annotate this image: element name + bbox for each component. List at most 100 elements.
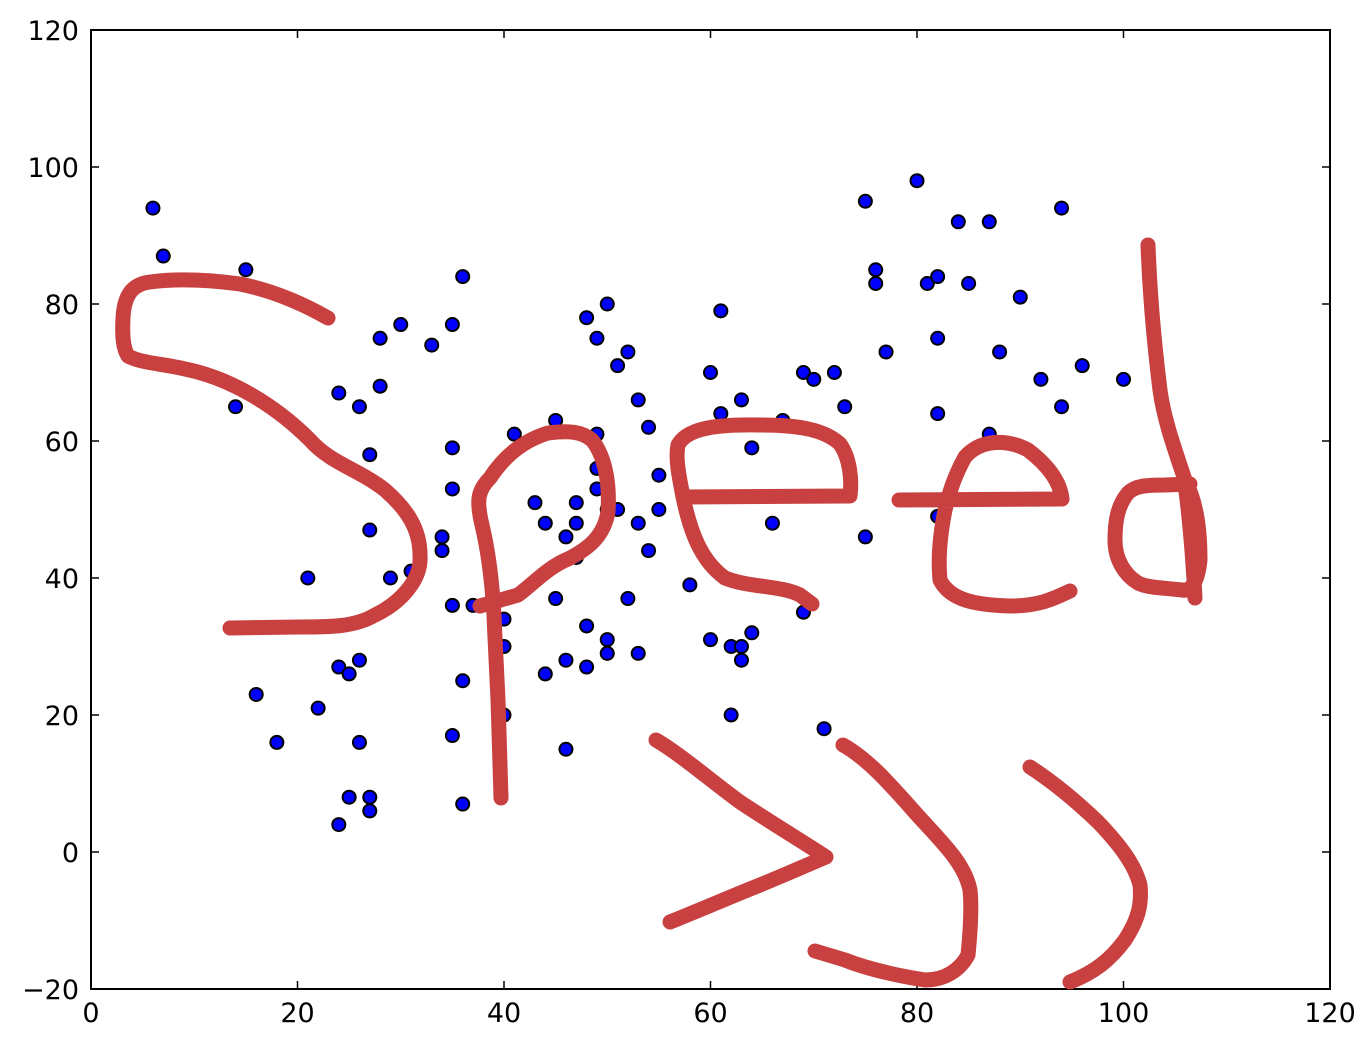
data-point-80 [723,707,739,723]
data-point-98 [878,344,894,360]
data-point-113 [1054,399,1070,415]
data-point-99 [909,173,925,189]
data-point-16 [362,447,378,463]
data-point-25 [424,337,440,353]
chevron-3-stroke [1022,759,1148,990]
x-tick-label-0: 0 [82,998,99,1029]
data-point-42 [537,515,553,531]
data-point-105 [950,214,966,230]
y-tick-label-2: 20 [45,701,79,732]
data-point-90 [806,371,822,387]
data-point-0 [145,200,161,216]
data-point-31 [444,597,460,613]
letter-e1-stroke [669,417,859,612]
data-point-92 [826,365,842,380]
x-tick-label-2: 40 [487,998,521,1029]
data-point-50 [568,515,584,531]
data-point-46 [558,529,574,545]
data-point-70 [641,419,657,435]
data-point-2 [238,262,254,278]
letter-d-stroke [1107,237,1208,606]
data-point-8 [331,385,347,401]
data-point-72 [651,467,667,483]
x-tick-label-1: 20 [280,998,314,1029]
data-point-76 [703,632,718,648]
data-point-95 [857,529,873,545]
data-point-11 [341,666,357,682]
data-point-88 [795,365,811,380]
data-point-21 [372,378,388,394]
data-point-103 [930,406,946,422]
data-point-53 [579,618,595,634]
data-point-49 [568,495,584,511]
handwritten-annotation [115,237,1208,990]
x-tick-label-5: 100 [1098,998,1150,1029]
y-tick-label-3: 40 [45,564,79,595]
data-point-4 [248,686,264,702]
ticks-layer [90,29,1331,990]
data-point-26 [434,529,450,545]
y-tick-label-1: 0 [62,838,79,869]
data-point-55 [589,330,605,346]
data-point-96 [868,262,884,278]
data-point-107 [981,214,997,230]
chevron-2-stroke [807,737,979,988]
data-point-10 [331,817,347,833]
data-point-77 [713,303,729,319]
data-point-67 [630,392,646,408]
data-point-59 [599,296,615,312]
data-point-111 [1033,371,1049,387]
data-point-17 [362,522,378,538]
data-point-5 [269,734,285,750]
data-point-15 [351,734,367,750]
data-point-63 [610,358,626,374]
data-point-112 [1054,200,1070,216]
data-point-94 [857,193,873,209]
data-point-45 [548,591,564,607]
data-point-74 [682,577,698,593]
data-point-28 [444,317,460,333]
data-point-30 [444,481,460,497]
data-point-1 [155,248,171,264]
y-tick-label-7: 120 [27,16,79,47]
data-point-115 [1116,371,1131,387]
data-point-68 [630,515,646,531]
data-point-32 [444,728,460,744]
data-point-61 [599,632,615,648]
data-point-97 [868,275,884,291]
data-point-101 [930,269,946,285]
data-point-114 [1074,358,1090,374]
y-tick-label-0: −20 [22,975,79,1006]
data-point-43 [537,666,553,682]
data-point-19 [362,803,378,819]
data-point-73 [651,502,667,517]
y-tick-label-6: 100 [27,153,79,184]
data-point-86 [764,515,780,531]
data-point-93 [837,399,853,415]
data-point-47 [558,652,574,668]
data-point-48 [558,741,574,757]
data-point-34 [455,673,471,689]
data-point-18 [362,789,378,805]
data-point-12 [341,789,357,805]
data-point-52 [579,310,595,326]
x-tick-label-3: 60 [693,998,727,1029]
data-point-29 [444,440,460,456]
data-point-106 [961,275,977,291]
data-point-62 [599,645,615,661]
data-point-33 [455,269,471,285]
data-point-71 [641,543,657,559]
data-point-81 [733,392,749,408]
data-point-85 [744,625,760,641]
chevron-1-stroke [648,732,834,930]
letter-p-stroke [471,424,616,806]
data-point-78 [713,406,729,422]
letter-s-stroke [115,272,428,636]
data-point-54 [579,659,595,675]
data-point-66 [620,591,636,607]
data-point-6 [300,570,316,586]
data-point-102 [930,330,946,346]
data-point-69 [630,645,646,661]
